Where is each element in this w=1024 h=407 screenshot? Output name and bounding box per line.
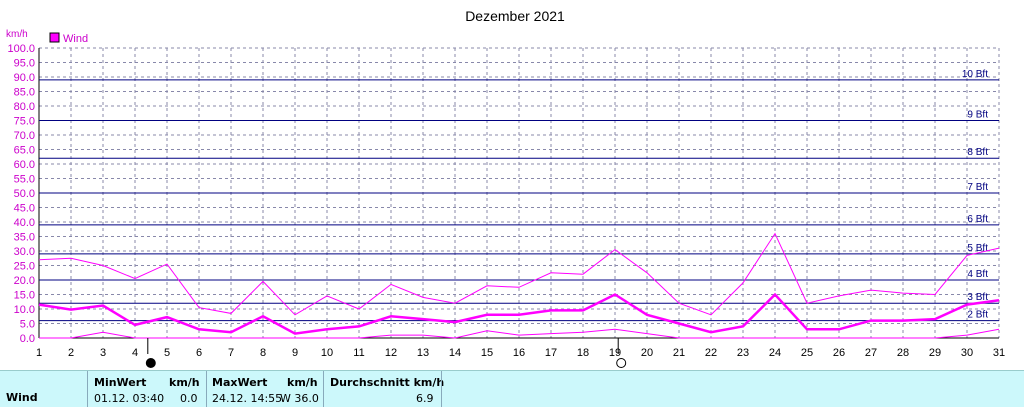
avg-header: Durchschnitt km/h bbox=[330, 376, 445, 389]
y-tick-label: 40.0 bbox=[14, 217, 35, 229]
x-tick-label: 13 bbox=[417, 347, 429, 359]
y-tick-label: 60.0 bbox=[14, 159, 35, 171]
beaufort-lines: 2 Bft 3 Bft 4 Bft 5 Bft 6 Bft 7 Bft 8 Bft 9 Bft… bbox=[39, 69, 999, 322]
y-tick-label: 95.0 bbox=[14, 58, 35, 70]
full-moon-icon bbox=[616, 358, 627, 368]
x-tick-label: 21 bbox=[673, 347, 685, 359]
x-tick-label: 12 bbox=[385, 347, 397, 359]
y-tick-label: 55.0 bbox=[14, 174, 35, 186]
x-tick-label: 8 bbox=[260, 347, 266, 359]
beaufort-label: 5 Bft bbox=[967, 243, 988, 254]
y-tick-label: 70.0 bbox=[14, 130, 35, 142]
y-tick-label: 5.0 bbox=[20, 319, 35, 331]
y-tick-label: 25.0 bbox=[14, 261, 35, 273]
stats-panel: Wind MinWert km/h 01.12. 03:40 0.0 MaxWe… bbox=[0, 370, 1024, 407]
x-tick-labels: 1 2 3 4 5 6 7 8 9 10 11 12 13 14 15 16 17 18 19 20 21 22 23 24 2… bbox=[36, 347, 1005, 359]
x-tick-label: 14 bbox=[449, 347, 461, 359]
y-tick-label: 30.0 bbox=[14, 246, 35, 258]
wind-chart: Dezember 2021 km/h Wind 2 Bft 3 Bft 4 Bft 5… bbox=[6, 8, 1005, 368]
y-tick-label: 100.0 bbox=[7, 43, 35, 55]
x-tick-label: 19 bbox=[609, 347, 621, 359]
x-tick-label: 24 bbox=[769, 347, 781, 359]
y-tick-label: 35.0 bbox=[14, 232, 35, 244]
y-tick-label: 75.0 bbox=[14, 116, 35, 128]
series-line-max bbox=[38, 232, 1000, 316]
x-tick-label: 16 bbox=[513, 347, 525, 359]
y-tick-label: 85.0 bbox=[14, 87, 35, 99]
new-moon-icon bbox=[145, 358, 156, 368]
x-tick-label: 18 bbox=[577, 347, 589, 359]
series-line-min bbox=[39, 328, 1000, 339]
x-tick-label: 1 bbox=[36, 347, 42, 359]
x-tick-label: 28 bbox=[897, 347, 909, 359]
beaufort-label: 2 Bft bbox=[967, 310, 988, 321]
y-axis-unit: km/h bbox=[6, 29, 28, 40]
y-tick-label: 80.0 bbox=[14, 101, 35, 113]
x-tick-label: 5 bbox=[164, 347, 170, 359]
x-tick-label: 31 bbox=[993, 347, 1005, 359]
x-tick-label: 10 bbox=[321, 347, 333, 359]
x-tick-label: 15 bbox=[481, 347, 493, 359]
x-tick-label: 4 bbox=[132, 347, 138, 359]
max-value: W 36.0 bbox=[280, 392, 319, 405]
beaufort-label: 10 Bft bbox=[962, 69, 988, 80]
series-line-avg bbox=[38, 292, 1000, 335]
x-tick-label: 3 bbox=[100, 347, 106, 359]
beaufort-label: 9 Bft bbox=[967, 110, 988, 121]
x-tick-label: 27 bbox=[865, 347, 877, 359]
max-unit: km/h bbox=[287, 376, 318, 389]
x-tick-label: 17 bbox=[545, 347, 557, 359]
x-tick-label: 20 bbox=[641, 347, 653, 359]
y-tick-labels: 0.0 5.0 10.0 15.0 20.0 25.0 30.0 35.0 40.0 45.0 50… bbox=[7, 43, 35, 345]
x-tick-label: 11 bbox=[353, 347, 364, 359]
x-tick-label: 9 bbox=[292, 347, 298, 359]
y-tick-label: 15.0 bbox=[14, 290, 35, 302]
avg-value: 6.9 bbox=[416, 392, 434, 405]
x-tick-label: 30 bbox=[961, 347, 973, 359]
x-tick-label: 2 bbox=[68, 347, 74, 359]
x-tick-label: 6 bbox=[196, 347, 202, 359]
y-tick-label: 50.0 bbox=[14, 188, 35, 200]
stats-divider bbox=[206, 371, 207, 407]
beaufort-label: 7 Bft bbox=[967, 182, 988, 193]
min-header: MinWert bbox=[94, 376, 147, 389]
max-header: MaxWert bbox=[212, 376, 268, 389]
series bbox=[38, 232, 1000, 339]
beaufort-label: 4 Bft bbox=[967, 269, 988, 280]
max-time: 24.12. 14:55 bbox=[212, 392, 283, 405]
beaufort-label: 3 Bft bbox=[967, 292, 988, 303]
x-tick-label: 23 bbox=[737, 347, 749, 359]
y-tick-label: 45.0 bbox=[14, 203, 35, 215]
beaufort-label: 8 Bft bbox=[967, 147, 988, 158]
stats-divider bbox=[441, 371, 442, 407]
x-tick-label: 29 bbox=[929, 347, 941, 359]
x-tick-label: 22 bbox=[705, 347, 717, 359]
legend-swatch bbox=[49, 32, 60, 43]
beaufort-label: 6 Bft bbox=[967, 214, 988, 225]
min-time: 01.12. 03:40 bbox=[94, 392, 165, 405]
min-unit: km/h bbox=[169, 376, 200, 389]
stats-divider bbox=[323, 371, 324, 407]
legend-label: Wind bbox=[63, 33, 88, 45]
y-tick-label: 0.0 bbox=[20, 333, 35, 345]
y-tick-label: 10.0 bbox=[14, 304, 35, 316]
stats-row-label: Wind bbox=[6, 391, 38, 404]
min-value: 0.0 bbox=[180, 392, 198, 405]
y-tick-label: 20.0 bbox=[14, 275, 35, 287]
x-tick-label: 7 bbox=[228, 347, 234, 359]
x-tick-label: 26 bbox=[833, 347, 845, 359]
x-tick-label: 25 bbox=[801, 347, 813, 359]
y-tick-label: 65.0 bbox=[14, 145, 35, 157]
legend: Wind bbox=[49, 32, 88, 45]
moon-markers bbox=[145, 338, 627, 368]
stats-divider bbox=[87, 371, 88, 407]
chart-title: Dezember 2021 bbox=[465, 8, 565, 24]
y-tick-label: 90.0 bbox=[14, 72, 35, 84]
